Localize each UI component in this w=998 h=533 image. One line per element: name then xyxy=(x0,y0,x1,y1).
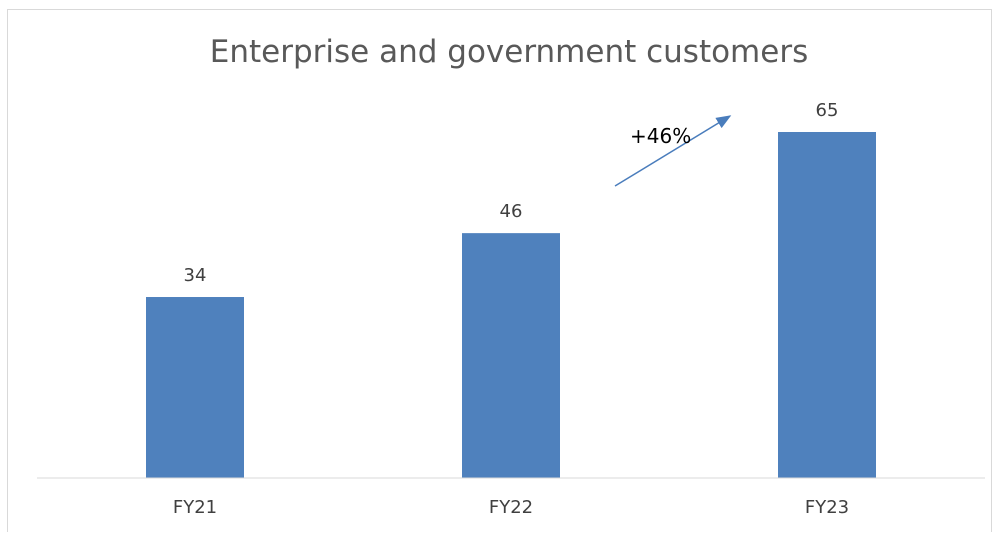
growth-arrow-icon xyxy=(614,115,732,187)
x-tick-fy22: FY22 xyxy=(489,497,533,518)
chart-title: Enterprise and government customers xyxy=(210,34,808,70)
bar-fy23 xyxy=(778,132,876,478)
x-tick-fy21: FY21 xyxy=(173,497,217,518)
chart-frame xyxy=(7,9,992,532)
growth-annotation: +46% xyxy=(630,124,691,148)
bar-fy22 xyxy=(462,233,560,478)
data-label-fy22: 46 xyxy=(500,201,523,222)
bar-fy21 xyxy=(146,297,244,478)
x-tick-fy23: FY23 xyxy=(805,497,849,518)
data-label-fy23: 65 xyxy=(816,100,839,121)
data-label-fy21: 34 xyxy=(184,265,207,286)
